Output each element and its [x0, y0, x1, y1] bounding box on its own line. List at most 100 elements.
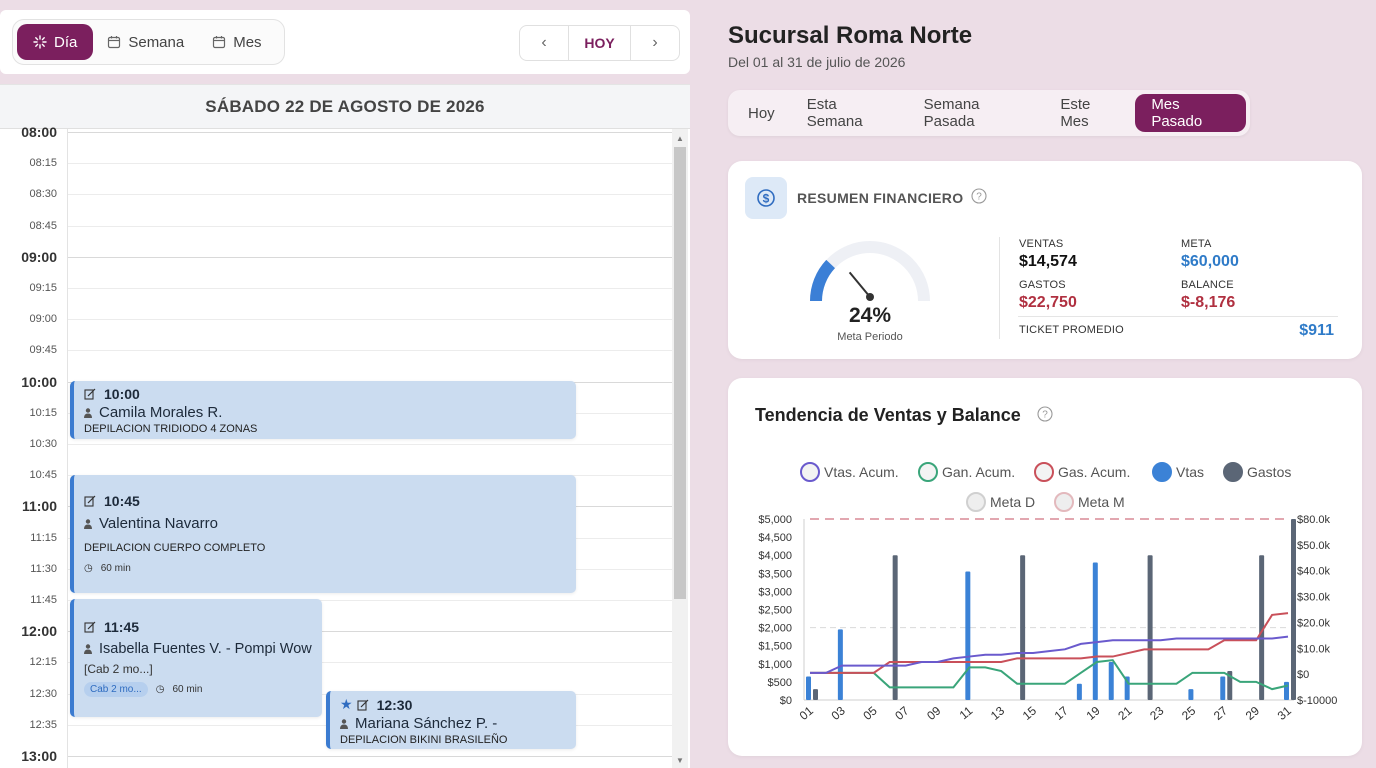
- time-slot-label: 10:30: [29, 438, 57, 450]
- person-icon: [84, 644, 92, 654]
- legend-swatch: [1223, 462, 1243, 482]
- goal-percentage: 24%: [848, 304, 892, 327]
- legend-swatch: [1054, 492, 1074, 512]
- time-slot-label: 08:15: [29, 157, 57, 170]
- view-week-button[interactable]: Semana: [93, 24, 198, 60]
- appointment-duration: 60 min: [172, 684, 203, 695]
- edit-icon[interactable]: [84, 495, 96, 507]
- legend-item[interactable]: Vtas. Acum.: [800, 462, 899, 482]
- view-day-button[interactable]: Día: [17, 24, 94, 60]
- appointment-client: Valentina Navarro: [99, 515, 218, 532]
- tab-last-week[interactable]: Semana Pasada: [923, 96, 980, 130]
- time-slot-label: 10:15: [29, 406, 57, 419]
- expense-bar: [1020, 555, 1026, 700]
- legend-item[interactable]: Gastos: [1223, 462, 1291, 482]
- y-tick-label: $4,500: [758, 532, 792, 544]
- today-button[interactable]: HOY: [568, 26, 631, 60]
- time-grid-line: [68, 662, 672, 664]
- sales-cumulative-line: [810, 635, 1289, 674]
- time-grid-line: [68, 225, 672, 227]
- sales-bar: [965, 571, 971, 700]
- legend-item[interactable]: Vtas: [1152, 462, 1204, 482]
- appointment-client: Mariana Sánchez P. -: [355, 715, 498, 732]
- time-grid-line: [68, 350, 672, 352]
- legend-item[interactable]: Gas. Acum.: [1034, 462, 1130, 482]
- goal-label: Meta Periodo: [837, 331, 903, 343]
- y-tick-label: $3,000: [758, 586, 792, 598]
- time-grid-line: [68, 444, 672, 445]
- financial-summary-card: $ RESUMEN FINANCIERO ? 24% Meta Periodo …: [728, 161, 1362, 359]
- goal-value: $60,000: [1181, 253, 1239, 270]
- calendar-scrollbar[interactable]: ▲ ▼: [672, 129, 688, 768]
- legend-swatch: [800, 462, 820, 482]
- scroll-down-icon[interactable]: ▼: [676, 755, 684, 765]
- legend-label: Gastos: [1247, 464, 1292, 480]
- chevron-right-icon[interactable]: ›: [652, 34, 658, 51]
- appointment-time: 12:30: [376, 696, 413, 713]
- edit-icon[interactable]: [357, 699, 369, 711]
- time-slot-label: 09:15: [29, 282, 57, 294]
- appointment-card[interactable]: 11:45 Isabella Fuentes V. - Pompi Wow [C…: [70, 599, 322, 717]
- time-slot-label: 10:00: [21, 373, 57, 390]
- appointment-client: Isabella Fuentes V. - Pompi Wow: [99, 641, 312, 657]
- x-tick-label: 27: [1211, 703, 1230, 723]
- y-right-tick-label: $30.0k: [1297, 592, 1331, 604]
- appointment-time: 10:45: [104, 493, 140, 509]
- y-tick-label: $3,500: [758, 568, 792, 580]
- y-right-tick-label: $50.0k: [1297, 540, 1331, 552]
- time-slot-label: 11:30: [30, 562, 57, 575]
- time-grid-line: [68, 163, 672, 165]
- calendar-toolbar: Día Semana Mes ‹ HOY ›: [0, 10, 690, 74]
- expenses-value: $22,750: [1019, 294, 1077, 311]
- time-grid-line: [68, 288, 672, 289]
- x-tick-label: 09: [924, 703, 943, 723]
- tab-this-month[interactable]: Este Mes: [1060, 96, 1091, 130]
- scroll-up-icon[interactable]: ▲: [676, 133, 684, 143]
- tab-last-month[interactable]: Mes Pasado: [1135, 94, 1246, 132]
- appointment-badge: Cab 2 mo...: [84, 682, 148, 697]
- legend-label: Vtas: [1176, 464, 1205, 480]
- legend-item[interactable]: Gan. Acum.: [918, 462, 1015, 482]
- appointment-service: DEPILACION TRIDIODO 4 ZONAS: [84, 423, 258, 435]
- time-column: 08:00 08:15 08:30 08:45 09:00 09:15 09:00 09:45…: [0, 124, 68, 768]
- view-switch: Día Semana Mes: [12, 19, 285, 65]
- view-month-button[interactable]: Mes: [198, 24, 275, 60]
- legend-item[interactable]: Meta D: [966, 492, 1035, 512]
- time-slot-label: 12:35: [29, 718, 57, 731]
- edit-icon[interactable]: [84, 621, 96, 633]
- help-icon[interactable]: ?: [1037, 406, 1053, 422]
- avg-ticket-label: TICKET PROMEDIO: [1019, 324, 1124, 336]
- edit-icon[interactable]: [84, 388, 96, 400]
- financial-summary-title: RESUMEN FINANCIERO: [797, 190, 964, 206]
- time-slot-label: 12:30: [29, 687, 57, 700]
- y-right-tick-label: $-10000: [1297, 695, 1337, 707]
- calendar-icon: [213, 36, 226, 49]
- appointment-client: Camila Morales R.: [99, 404, 223, 421]
- sales-trend-card: Tendencia de Ventas y Balance ? Vtas. Ac…: [728, 378, 1362, 756]
- tab-this-week[interactable]: Esta Semana: [806, 96, 863, 130]
- sales-bar: [1188, 689, 1194, 700]
- tab-today[interactable]: Hoy: [748, 104, 775, 122]
- y-right-tick-label: $40.0k: [1297, 566, 1331, 578]
- appointment-card[interactable]: ★ 12:30 Mariana Sánchez P. - DEPILACION …: [326, 691, 576, 749]
- appointment-card[interactable]: 10:45 Valentina Navarro DEPILACION CUERP…: [70, 475, 576, 593]
- time-slot-label: 11:15: [30, 531, 57, 544]
- x-tick-label: 19: [1083, 703, 1102, 723]
- star-icon: ★: [340, 696, 353, 712]
- scroll-thumb[interactable]: [674, 147, 686, 599]
- appointment-card[interactable]: 10:00 Camila Morales R. DEPILACION TRIDI…: [70, 381, 576, 439]
- sales-bar: [806, 676, 811, 700]
- y-tick-label: $1,000: [758, 659, 792, 671]
- clock-icon: ◷: [84, 563, 93, 574]
- time-slot-label: 08:45: [29, 219, 57, 232]
- help-icon[interactable]: ?: [971, 188, 987, 204]
- period-tabs: Hoy Esta Semana Semana Pasada Este Mes M…: [728, 90, 1250, 136]
- chevron-left-icon[interactable]: ‹: [541, 34, 547, 51]
- y-tick-label: $500: [768, 677, 792, 689]
- gauge-hub: [866, 293, 874, 301]
- legend-item[interactable]: Meta M: [1054, 492, 1125, 512]
- x-tick-label: 03: [829, 703, 848, 723]
- legend-label: Meta M: [1078, 494, 1125, 510]
- expense-bar: [1259, 555, 1265, 700]
- expense-bar: [1291, 519, 1296, 700]
